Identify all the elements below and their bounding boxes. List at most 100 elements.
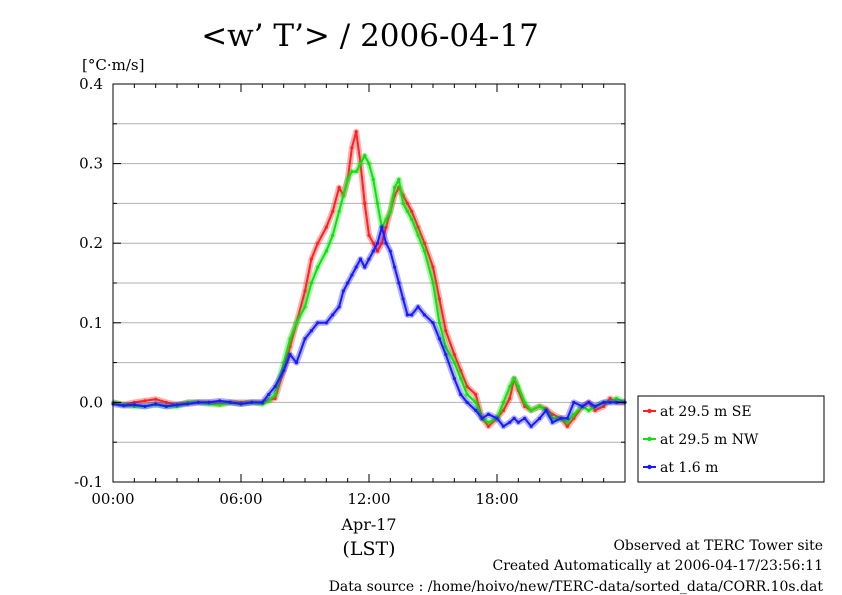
data-point bbox=[331, 313, 335, 317]
data-point bbox=[580, 404, 584, 408]
legend: at 29.5 m SE at 29.5 m NW at 1.6 m bbox=[637, 395, 825, 483]
data-point bbox=[508, 384, 512, 389]
data-point bbox=[303, 337, 307, 341]
x-tick-label: 06:00 bbox=[219, 490, 262, 508]
data-point bbox=[164, 400, 168, 404]
data-point bbox=[608, 396, 612, 401]
data-point bbox=[544, 408, 548, 412]
data-point bbox=[401, 201, 405, 205]
data-point bbox=[405, 209, 409, 213]
data-point bbox=[324, 321, 328, 325]
data-point bbox=[559, 416, 563, 420]
data-point bbox=[273, 384, 277, 389]
data-point bbox=[388, 209, 392, 213]
data-point bbox=[529, 408, 533, 412]
data-point bbox=[303, 289, 307, 293]
data-point bbox=[282, 368, 286, 373]
data-point bbox=[282, 361, 286, 365]
data-point bbox=[384, 217, 388, 221]
data-point bbox=[143, 404, 147, 408]
data-point bbox=[380, 225, 384, 229]
x-tick-label: 00:00 bbox=[91, 490, 134, 508]
data-point bbox=[288, 353, 292, 357]
data-point bbox=[367, 257, 371, 261]
data-point bbox=[431, 321, 435, 325]
data-point bbox=[538, 416, 542, 420]
x-axis-date-label: Apr-17 bbox=[340, 515, 396, 534]
y-tick-label: 0.1 bbox=[79, 314, 103, 332]
data-point bbox=[465, 400, 469, 404]
data-point bbox=[331, 233, 335, 237]
data-point bbox=[294, 361, 299, 365]
data-point bbox=[516, 420, 520, 424]
series-line-1 bbox=[112, 154, 626, 424]
data-point bbox=[273, 396, 277, 401]
data-point bbox=[346, 281, 350, 285]
data-point bbox=[422, 313, 427, 317]
legend-marker bbox=[647, 436, 652, 442]
series-halo-1 bbox=[112, 152, 627, 426]
data-point bbox=[363, 201, 367, 205]
data-point bbox=[565, 420, 570, 424]
data-point bbox=[444, 329, 448, 333]
data-point bbox=[486, 420, 491, 424]
data-point bbox=[303, 305, 307, 309]
series-line-2 bbox=[112, 226, 625, 428]
data-point bbox=[341, 289, 345, 293]
legend-marker bbox=[647, 408, 652, 414]
data-point bbox=[431, 265, 435, 269]
data-point bbox=[405, 201, 409, 205]
data-point bbox=[437, 321, 441, 325]
data-point bbox=[602, 404, 606, 408]
data-point bbox=[316, 321, 320, 325]
data-point bbox=[523, 416, 527, 420]
data-point bbox=[375, 249, 380, 253]
data-point bbox=[186, 402, 190, 406]
data-point bbox=[354, 265, 358, 269]
data-point bbox=[508, 396, 512, 401]
data-point bbox=[393, 185, 397, 190]
data-point bbox=[288, 345, 292, 349]
data-point bbox=[486, 412, 491, 416]
data-point bbox=[154, 397, 158, 401]
legend-box bbox=[637, 395, 825, 483]
data-point bbox=[501, 408, 505, 412]
data-point bbox=[401, 297, 405, 301]
footer-created: Created Automatically at 2006-04-17/23:5… bbox=[492, 558, 823, 574]
y-tick-label: 0.0 bbox=[79, 393, 103, 411]
data-point bbox=[350, 169, 354, 174]
data-point bbox=[422, 241, 427, 245]
chart-title: <w’ T’> / 2006-04-17 bbox=[201, 18, 539, 54]
y-tick-label: 0.4 bbox=[79, 75, 103, 93]
y-axis-label: [°C·m/s] bbox=[82, 56, 144, 74]
data-point bbox=[267, 399, 271, 403]
data-point bbox=[363, 265, 367, 269]
data-point bbox=[587, 408, 591, 412]
data-point bbox=[529, 424, 533, 428]
data-point bbox=[486, 424, 491, 428]
data-point bbox=[397, 281, 401, 285]
data-point bbox=[459, 368, 463, 373]
data-point bbox=[416, 225, 420, 229]
legend-item: at 1.6 m bbox=[643, 460, 718, 476]
data-point bbox=[218, 399, 222, 403]
series-halo-0 bbox=[112, 128, 625, 430]
data-point bbox=[474, 392, 478, 397]
data-point bbox=[452, 376, 456, 381]
data-point bbox=[501, 424, 505, 428]
data-point bbox=[410, 217, 414, 221]
data-point bbox=[572, 416, 576, 420]
data-point bbox=[602, 400, 606, 404]
data-point bbox=[316, 241, 320, 245]
data-point bbox=[371, 177, 375, 182]
data-point bbox=[593, 404, 597, 408]
data-point bbox=[550, 420, 555, 424]
legend-item: at 29.5 m SE bbox=[643, 404, 752, 420]
footer-source: Data source : /home/hoivo/new/TERC-data/… bbox=[329, 579, 824, 595]
data-point bbox=[474, 408, 478, 412]
data-point bbox=[465, 384, 469, 389]
data-point bbox=[523, 404, 527, 408]
data-point bbox=[350, 146, 354, 150]
data-point bbox=[444, 353, 448, 357]
data-point bbox=[512, 376, 516, 381]
